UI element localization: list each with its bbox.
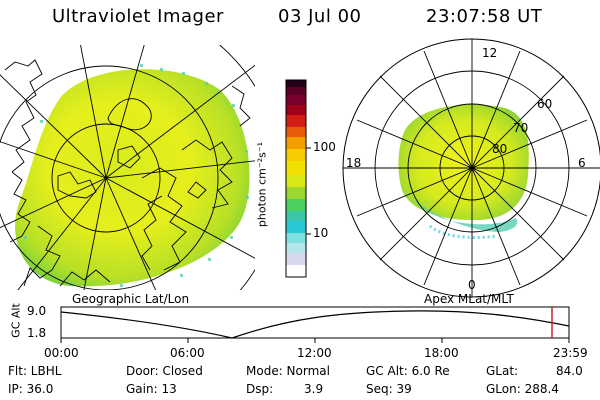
colorbar-tick-10: 10: [313, 226, 329, 240]
polar-plot: [342, 38, 600, 298]
alt-ymax: 9.0: [27, 304, 47, 318]
mlat-80-label: 80: [492, 142, 508, 156]
color-bar: [285, 79, 311, 278]
geographic-map: [0, 45, 255, 290]
mlt-12-label: 12: [482, 46, 498, 60]
altitude-plot: [60, 306, 570, 343]
mode-info: Mode: Normal: [246, 364, 330, 378]
door-info: Door: Closed: [126, 364, 203, 378]
date-label: 03 Jul 00: [278, 6, 362, 27]
alt-ymin: 1.8: [27, 326, 47, 340]
colorbar-tick-100: 100: [313, 140, 336, 154]
mlat-60-label: 60: [537, 97, 553, 111]
filter-info: Flt: LBHL: [8, 364, 62, 378]
x-tick-0600: 06:00: [170, 346, 205, 360]
x-tick-2359: 23:59: [553, 346, 588, 360]
x-tick-1200: 12:00: [297, 346, 332, 360]
app-title: Ultraviolet Imager: [52, 6, 224, 27]
alt-ylabel: GC Alt: [9, 303, 23, 338]
mlt-18-label: 18: [346, 156, 362, 170]
x-tick-0000: 00:00: [44, 346, 79, 360]
glon-info: GLon: 288.4: [486, 382, 559, 396]
seq-info: Seq: 39: [366, 382, 412, 396]
mlat-70-label: 70: [513, 121, 529, 135]
glat-value: 84.0: [556, 364, 583, 378]
gc-alt-info: GC Alt: 6.0 Re: [366, 364, 450, 378]
colorbar-unit-label: photon cm⁻²s⁻¹: [255, 141, 269, 228]
gain-info: Gain: 13: [126, 382, 177, 396]
time-label: 23:07:58 UT: [426, 6, 543, 27]
apex-label: Apex MLat/MLT: [424, 292, 514, 306]
dsp-value: 3.9: [304, 382, 324, 396]
ip-info: IP: 36.0: [8, 382, 54, 396]
mlt-0-label: 0: [468, 278, 476, 292]
auroral-disk: [15, 69, 250, 287]
polar-aurora: [398, 104, 529, 221]
mlt-6-label: 6: [578, 156, 586, 170]
dsp-label: Dsp:: [246, 382, 274, 396]
geographic-label: Geographic Lat/Lon: [72, 292, 190, 306]
glat-label: GLat:: [486, 364, 519, 378]
x-tick-1800: 18:00: [424, 346, 459, 360]
